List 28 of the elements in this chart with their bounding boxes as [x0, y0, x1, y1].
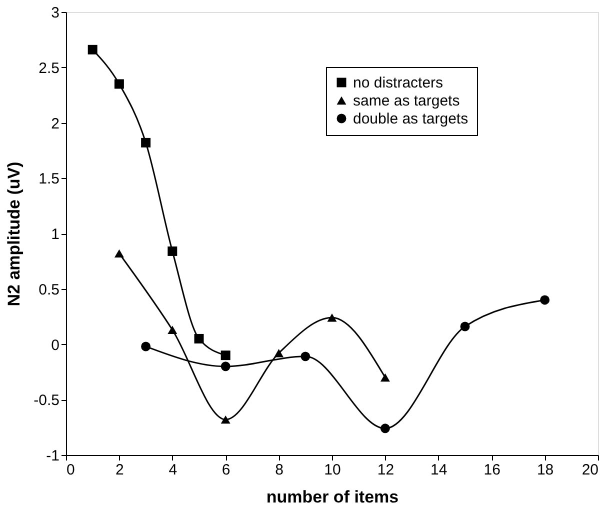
y-tick-label: 1 [51, 226, 60, 243]
legend-label: same as targets [353, 92, 460, 110]
x-tick-label: 12 [377, 462, 394, 478]
point [88, 44, 98, 54]
y-tick-label: 1.5 [38, 170, 60, 188]
x-tick-label: 0 [66, 462, 75, 478]
y-tick-label: 0.5 [38, 281, 60, 298]
y-tick-label: 0 [51, 336, 60, 354]
y-tick-label: -1 [46, 448, 60, 464]
x-tick-label: 14 [430, 462, 448, 478]
point [220, 350, 230, 360]
x-tick-label: 6 [222, 462, 230, 478]
legend-label: no distracters [353, 74, 444, 92]
y-tick-label: 3 [51, 4, 60, 22]
x-axis-title: number of items [266, 488, 399, 506]
x-tick-label: 10 [324, 462, 341, 478]
x-tick-label: 8 [275, 462, 284, 478]
y-tick-label: 2 [51, 115, 60, 132]
x-tick-label: 16 [484, 462, 500, 478]
x-tick-label: 20 [582, 462, 598, 478]
legend-label: double as targets [353, 110, 468, 128]
y-tick-label: 2.5 [38, 60, 60, 77]
y-tick-label: -0.5 [34, 392, 60, 410]
x-tick-label: 4 [168, 462, 178, 478]
point [380, 373, 390, 382]
x-tick-label: 18 [536, 462, 554, 478]
y-axis-title: N2 amplitude (uV) [4, 162, 24, 306]
x-tick-label: 2 [116, 462, 124, 478]
